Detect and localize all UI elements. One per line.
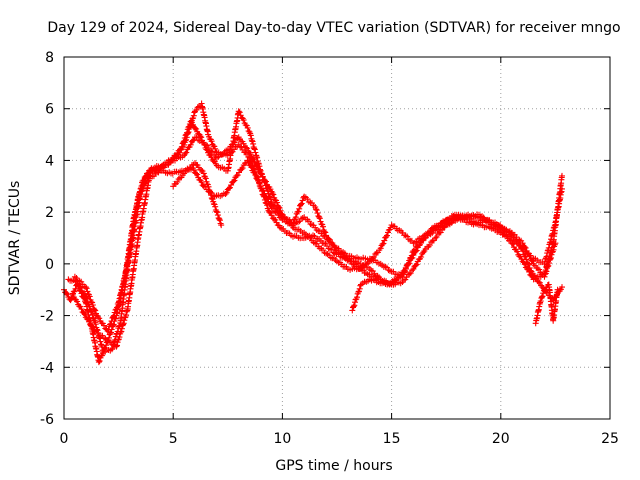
y-axis-label: SDTVAR / TECUs	[7, 181, 23, 296]
x-tick-label: 5	[169, 431, 178, 447]
y-tick-label: 4	[45, 153, 54, 169]
chart-title: Day 129 of 2024, Sidereal Day-to-day VTE…	[47, 20, 620, 36]
y-tick-label: 2	[45, 205, 54, 221]
x-tick-label: 25	[601, 431, 619, 447]
series-track-4	[71, 134, 559, 335]
series-markers	[71, 134, 559, 335]
axis-ticks: 0 5 10 15 20 25 -6 -4 -2 0 2 4 6 8	[40, 50, 619, 447]
x-axis-label: GPS time / hours	[275, 458, 392, 474]
plot-frame	[63, 56, 611, 420]
series-markers	[349, 276, 399, 314]
series-segment-c	[532, 281, 561, 327]
series-markers	[170, 160, 225, 229]
y-tick-label: 0	[45, 257, 54, 273]
grid-lines	[64, 57, 610, 419]
x-tick-label: 15	[383, 431, 401, 447]
y-tick-label: -6	[40, 412, 54, 428]
x-tick-label: 10	[273, 431, 291, 447]
x-tick-label: 20	[492, 431, 510, 447]
series-markers	[532, 281, 561, 327]
series-segment-b	[349, 276, 399, 314]
series-segment-a	[170, 160, 225, 229]
x-tick-label: 0	[60, 431, 69, 447]
y-tick-label: -2	[40, 309, 54, 325]
y-tick-label: 8	[45, 50, 54, 66]
data-series-layer	[61, 100, 565, 366]
y-tick-label: -4	[40, 360, 54, 376]
y-tick-label: 6	[45, 102, 54, 118]
